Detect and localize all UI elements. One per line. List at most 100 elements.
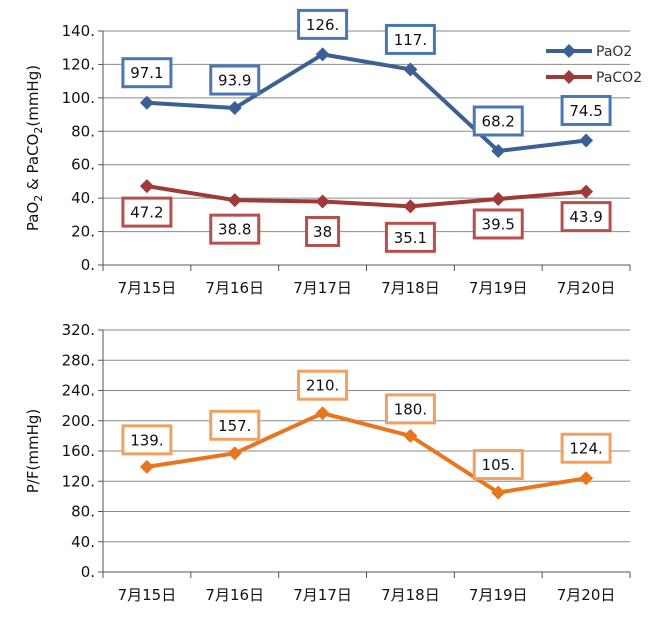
data-label-box (209, 64, 261, 96)
y-tick-label: 320. (62, 321, 95, 339)
series-line-pf (146, 411, 587, 495)
x-tick-label: 7月15日 (118, 586, 177, 604)
x-tick-label: 7月17日 (293, 586, 352, 604)
y-tick-label: 20. (71, 223, 95, 241)
data-point (579, 471, 594, 486)
series-line-PaO2 (146, 52, 587, 154)
data-label-box (121, 57, 173, 89)
data-label-box (560, 432, 612, 464)
data-label: 38.8 (218, 221, 251, 239)
x-tick-label: 7月15日 (118, 279, 177, 297)
data-label: 126. (306, 16, 339, 34)
data-label-box (121, 196, 173, 228)
data-point (139, 179, 154, 194)
data-point (491, 191, 506, 206)
data-point (403, 62, 418, 77)
data-label-box (560, 94, 612, 126)
chart-1: 0. 20. 40. 60. 80. 100. 120. 140. 7月15日 7月16日 7月17… (24, 8, 642, 297)
y-tick-label: 0. (81, 256, 95, 274)
data-label-box (472, 105, 524, 137)
data-label-box (209, 213, 261, 245)
data-label-box (384, 393, 436, 425)
data-label: 68.2 (482, 113, 515, 131)
y-axis-label-part: 2 (32, 195, 45, 202)
x-tick-label: 7月20日 (557, 279, 616, 297)
y-tick-label: 80. (71, 122, 95, 140)
y-tick-label: 0. (81, 563, 95, 581)
data-label: 124. (569, 440, 602, 458)
data-point (579, 133, 594, 148)
legend: PaO2 PaCO2 (546, 44, 642, 86)
data-point (579, 184, 594, 199)
data-label: 139. (130, 431, 163, 449)
data-label: 93.9 (218, 72, 251, 90)
y-axis-label: P/F(mmHg) (24, 409, 42, 493)
y-tick-label: 280. (62, 351, 95, 369)
data-label-box (384, 23, 436, 55)
data-point (315, 406, 330, 421)
data-point (139, 459, 154, 474)
x-tick-label: 7月16日 (205, 279, 264, 297)
y-tick-label: 80. (71, 503, 95, 521)
data-point (227, 193, 242, 208)
data-label: 74.5 (569, 102, 602, 120)
data-label: 210. (306, 377, 339, 395)
y-tick-label: 120. (62, 472, 95, 490)
y-axis-label-part: & PaCO (24, 134, 42, 195)
x-tick-label: 7月17日 (293, 279, 352, 297)
data-point (403, 199, 418, 214)
data-label: 35.1 (394, 229, 427, 247)
y-tick-label: 60. (71, 156, 95, 174)
data-label: 43.9 (569, 208, 602, 226)
y-tick-label: 40. (71, 189, 95, 207)
series-line-PaCO2 (146, 184, 587, 209)
y-tick-label: 200. (62, 412, 95, 430)
data-point (139, 95, 154, 110)
data-point (403, 428, 418, 443)
data-label-box (384, 221, 436, 253)
y-axis-label: PaO2 & PaCO2(mmHg) (24, 65, 45, 231)
data-label-box (472, 208, 524, 240)
data-label-box (305, 215, 341, 247)
y-tick-label: 160. (62, 442, 95, 460)
data-point (491, 144, 506, 159)
data-point (227, 101, 242, 116)
data-label-box (472, 449, 524, 481)
y-tick-label: 100. (62, 89, 95, 107)
data-label-box (297, 369, 349, 401)
data-label: 47.2 (130, 204, 163, 222)
y-tick-label: 40. (71, 533, 95, 551)
legend-marker (562, 44, 576, 58)
data-label: 117. (394, 31, 427, 49)
x-tick-label: 7月18日 (381, 279, 440, 297)
y-axis-label-part: P/F(mmHg) (24, 409, 42, 493)
data-point (491, 485, 506, 500)
data-label-box (297, 8, 349, 40)
x-tick-label: 7月16日 (205, 586, 264, 604)
data-label: 97.1 (130, 64, 163, 82)
data-label-box (209, 409, 261, 441)
data-label: 39.5 (482, 215, 515, 233)
data-label: 180. (394, 400, 427, 418)
y-tick-label: 240. (62, 382, 95, 400)
x-tick-label: 7月19日 (469, 586, 528, 604)
y-tick-label: 140. (62, 22, 95, 40)
chart-2: 0. 40. 80. 120. 160. 200. 240. 280. 320. 7月15日 7月1… (24, 321, 631, 604)
legend-label: PaCO2 (596, 70, 642, 86)
data-label-box (560, 201, 612, 233)
y-axis-label-part: 2 (32, 127, 45, 134)
data-label: 105. (482, 456, 515, 474)
data-point (315, 47, 330, 62)
y-axis-label-part: (mmHg) (24, 65, 42, 127)
x-tick-label: 7月19日 (469, 279, 528, 297)
legend-label: PaO2 (596, 44, 632, 60)
data-label: 157. (218, 417, 251, 435)
data-label: 38 (313, 223, 332, 241)
x-tick-label: 7月20日 (557, 586, 616, 604)
y-axis-label-part: PaO (24, 202, 42, 231)
x-tick-label: 7月18日 (381, 586, 440, 604)
data-point (315, 194, 330, 209)
data-label-box (121, 424, 173, 456)
